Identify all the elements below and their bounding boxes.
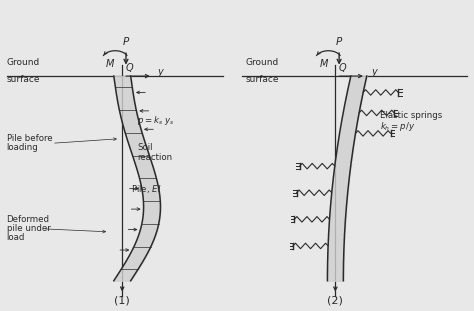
Text: Pile, $EI$: Pile, $EI$ [131,183,161,195]
Text: $y$: $y$ [371,67,379,79]
Text: Pile before: Pile before [7,134,52,143]
Text: Elastic springs: Elastic springs [380,111,442,120]
Text: surface: surface [246,76,279,85]
Text: surface: surface [7,76,40,85]
Text: Ground: Ground [246,58,279,67]
Text: Soil: Soil [137,143,153,152]
Text: $M$: $M$ [319,57,328,69]
Text: (1): (1) [114,295,130,306]
Text: $Q$: $Q$ [338,61,347,74]
Text: $M$: $M$ [105,57,116,69]
Text: (2): (2) [328,295,343,306]
Text: Ground: Ground [7,58,40,67]
Text: reaction: reaction [137,152,173,161]
Text: loading: loading [7,143,38,152]
Text: $p=k_s\ y_s$: $p=k_s\ y_s$ [137,114,174,127]
Text: Deformed: Deformed [7,215,49,224]
Text: $P$: $P$ [335,35,343,47]
Text: $y$: $y$ [157,67,165,79]
Text: $k_h = p/y$: $k_h = p/y$ [380,120,415,133]
Text: pile under: pile under [7,224,50,233]
Text: load: load [7,234,25,243]
Text: $P$: $P$ [122,35,130,47]
Text: $Q$: $Q$ [125,61,134,74]
